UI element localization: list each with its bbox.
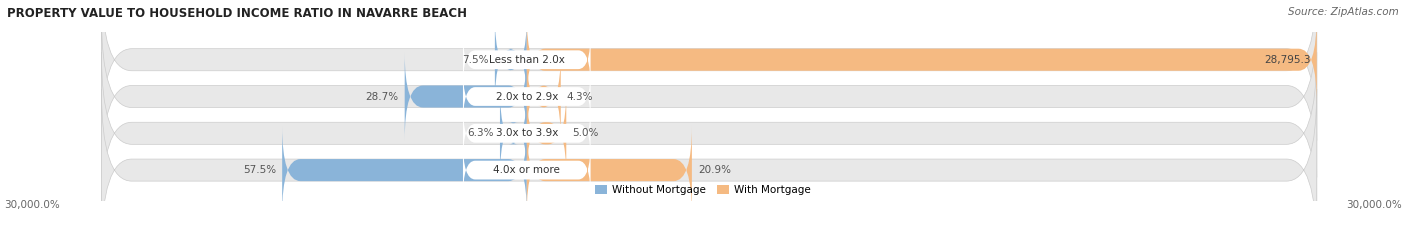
FancyBboxPatch shape [101, 52, 1317, 214]
Legend: Without Mortgage, With Mortgage: Without Mortgage, With Mortgage [591, 181, 815, 199]
FancyBboxPatch shape [101, 89, 1317, 233]
Text: 7.5%: 7.5% [463, 55, 489, 65]
FancyBboxPatch shape [527, 16, 1317, 104]
Text: 5.0%: 5.0% [572, 128, 599, 138]
FancyBboxPatch shape [501, 89, 527, 178]
Text: 30,000.0%: 30,000.0% [4, 200, 60, 210]
Text: 57.5%: 57.5% [243, 165, 276, 175]
Text: 6.3%: 6.3% [467, 128, 494, 138]
FancyBboxPatch shape [463, 106, 591, 161]
FancyBboxPatch shape [283, 126, 527, 214]
Text: 30,000.0%: 30,000.0% [1346, 200, 1402, 210]
FancyBboxPatch shape [101, 16, 1317, 178]
Text: Less than 2.0x: Less than 2.0x [489, 55, 565, 65]
Text: 4.3%: 4.3% [567, 92, 593, 102]
FancyBboxPatch shape [463, 32, 591, 87]
Text: 28,795.3: 28,795.3 [1264, 55, 1310, 65]
FancyBboxPatch shape [463, 143, 591, 198]
FancyBboxPatch shape [405, 52, 527, 141]
FancyBboxPatch shape [527, 89, 567, 178]
Text: 20.9%: 20.9% [697, 165, 731, 175]
Text: 4.0x or more: 4.0x or more [494, 165, 560, 175]
FancyBboxPatch shape [527, 52, 561, 141]
Text: PROPERTY VALUE TO HOUSEHOLD INCOME RATIO IN NAVARRE BEACH: PROPERTY VALUE TO HOUSEHOLD INCOME RATIO… [7, 7, 467, 20]
Text: 3.0x to 3.9x: 3.0x to 3.9x [495, 128, 558, 138]
FancyBboxPatch shape [495, 16, 527, 104]
Text: 28.7%: 28.7% [366, 92, 399, 102]
Text: 2.0x to 2.9x: 2.0x to 2.9x [495, 92, 558, 102]
FancyBboxPatch shape [527, 126, 692, 214]
Text: Source: ZipAtlas.com: Source: ZipAtlas.com [1288, 7, 1399, 17]
FancyBboxPatch shape [463, 69, 591, 124]
FancyBboxPatch shape [101, 0, 1317, 141]
